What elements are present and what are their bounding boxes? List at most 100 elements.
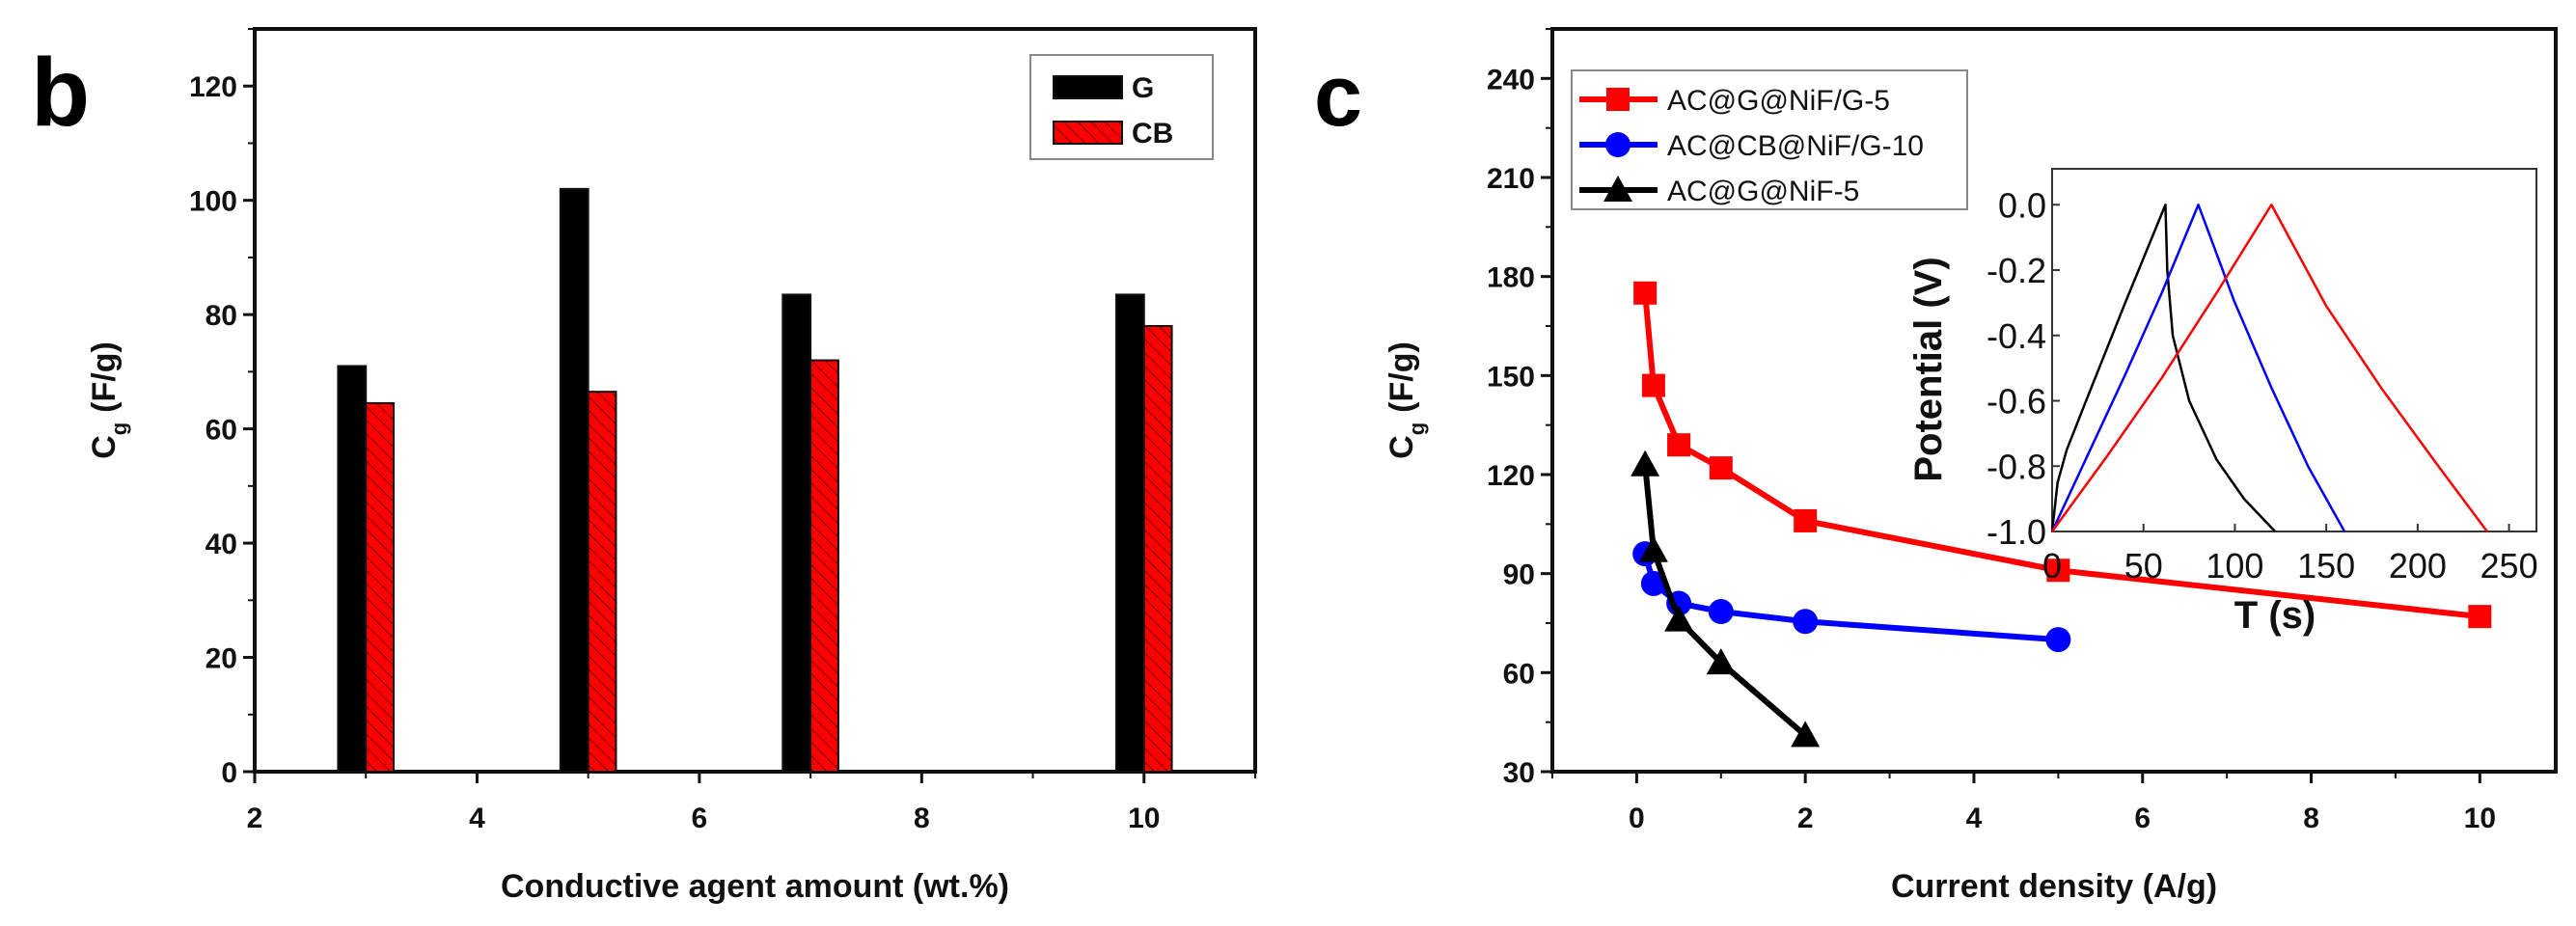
marker-square xyxy=(2468,605,2492,629)
legend-label: G xyxy=(1132,72,1154,104)
y-tick-label: 210 xyxy=(1487,163,1535,195)
marker-circle xyxy=(1708,599,1734,625)
inset-x-tick-label: 250 xyxy=(2480,546,2538,586)
legend-swatch-cb xyxy=(1053,121,1123,145)
legend-label: CB xyxy=(1132,118,1173,150)
bar-cb xyxy=(809,359,839,773)
y-tick-label: 120 xyxy=(1487,460,1535,492)
inset-frame xyxy=(2051,168,2537,532)
legend-label: AC@CB@NiF/G-10 xyxy=(1667,130,1924,162)
y-axis-label-main: C xyxy=(86,435,123,459)
y-axis-label: Cg (F/g) xyxy=(1384,341,1429,459)
inset-y-tick-label: -0.6 xyxy=(1987,382,2046,422)
plot-frame xyxy=(1550,27,2558,774)
x-tick-label: 4 xyxy=(469,803,485,834)
y-tick-label: 60 xyxy=(1503,658,1535,690)
panel-label-b: b xyxy=(31,39,90,147)
y-tick-label: 120 xyxy=(189,71,237,103)
x-tick-label: 8 xyxy=(2303,803,2319,834)
x-tick-label: 8 xyxy=(914,803,930,834)
x-tick-label: 6 xyxy=(692,803,708,834)
y-axis-label-main: C xyxy=(1384,435,1420,459)
inset-curve xyxy=(2050,204,2346,532)
y-tick-label: 0 xyxy=(221,757,237,789)
line-chart-c: 0 2 4 6 8 10 30 60 90 120 150 180 210 240 Current dens… xyxy=(1384,27,2558,905)
x-tick-label: 10 xyxy=(2464,803,2496,834)
inset-x-tick-label: 200 xyxy=(2389,546,2447,586)
x-tick-label: 2 xyxy=(1797,803,1814,834)
y-axis-label: Cg (F/g) xyxy=(86,341,131,459)
y-tick-label: 80 xyxy=(206,300,237,332)
y-tick-label: 100 xyxy=(189,186,237,218)
plot-frame xyxy=(253,27,1257,774)
y-tick-label: 150 xyxy=(1487,361,1535,393)
inset-y-tick-label: -0.8 xyxy=(1987,447,2046,486)
marker-circle xyxy=(1640,570,1666,596)
marker-triangle xyxy=(1638,535,1668,562)
marker-triangle xyxy=(1631,449,1660,477)
marker-square xyxy=(1641,373,1665,397)
x-tick-label: 4 xyxy=(1966,803,1983,834)
inset-x-tick-label: 0 xyxy=(2042,546,2062,586)
inset-chart-charge-discharge: 0 50 100 150 200 250 0.0 -0.2 -0.4 -0.6 -0.8 -1.0 T … xyxy=(1907,168,2538,637)
inset-y-axis-label: Potential (V) xyxy=(1907,257,1950,481)
y-axis-label-unit: (F/g) xyxy=(86,341,123,413)
y-tick-label: 180 xyxy=(1487,262,1535,294)
marker-square xyxy=(1709,456,1733,480)
marker-square xyxy=(1794,508,1818,532)
bar-cb xyxy=(1142,325,1173,773)
inset-y-tick-label: -1.0 xyxy=(1987,512,2046,552)
legend: G CB xyxy=(1029,54,1214,160)
marker-triangle xyxy=(1706,648,1736,675)
y-tick-label: 20 xyxy=(206,643,237,675)
x-tick-label: 0 xyxy=(1629,803,1645,834)
inset-x-tick-label: 50 xyxy=(2124,546,2163,586)
inset-x-axis-label: T (s) xyxy=(2234,594,2316,637)
legend-box xyxy=(1571,69,1968,210)
bar-cb xyxy=(365,401,396,773)
legend-swatch-g xyxy=(1053,75,1123,99)
y-tick-label: 30 xyxy=(1503,757,1535,789)
legend-label: AC@G@NiF-5 xyxy=(1667,176,1859,207)
marker-square xyxy=(1606,88,1630,111)
inset-x-tick-label: 100 xyxy=(2206,546,2263,586)
y-tick-label: 90 xyxy=(1503,559,1535,591)
inset-y-tick-label: -0.4 xyxy=(1987,316,2046,356)
inset-x-tick-label: 150 xyxy=(2297,546,2355,586)
y-tick-label: 40 xyxy=(206,529,237,560)
marker-triangle xyxy=(1664,605,1694,632)
panel-label-c: c xyxy=(1314,48,1362,145)
marker-circle xyxy=(2045,627,2071,653)
legend: AC@G@NiF/G-5 AC@CB@NiF/G-10 AC@G@NiF-5 xyxy=(1571,69,1968,210)
marker-triangle xyxy=(1791,721,1821,748)
series-0 xyxy=(1633,281,2492,629)
legend-label: AC@G@NiF/G-5 xyxy=(1667,85,1890,117)
bar-g xyxy=(559,187,589,774)
inset-curve xyxy=(2050,204,2277,532)
inset-y-tick-label: -0.2 xyxy=(1987,251,2046,290)
inset-curve xyxy=(2050,204,2488,532)
bar-g xyxy=(781,293,812,773)
y-tick-label: 240 xyxy=(1487,64,1535,95)
bar-cb xyxy=(587,391,617,773)
x-tick-label: 10 xyxy=(1128,803,1160,834)
x-axis-label: Current density (A/g) xyxy=(1891,868,2217,905)
marker-circle xyxy=(1793,609,1819,635)
x-axis-label: Conductive agent amount (wt.%) xyxy=(501,868,1009,905)
y-axis-label-subscript: g xyxy=(107,422,131,435)
x-tick-label: 2 xyxy=(247,803,263,834)
y-tick-label: 60 xyxy=(206,415,237,447)
marker-square xyxy=(2046,558,2070,583)
inset-y-tick-label: 0.0 xyxy=(1998,185,2046,225)
bar-g xyxy=(337,365,368,773)
marker-triangle xyxy=(1603,176,1632,202)
series-line xyxy=(1642,553,2059,643)
series-2 xyxy=(1631,449,1821,748)
x-tick-label: 6 xyxy=(2134,803,2151,834)
y-axis-label-unit: (F/g) xyxy=(1384,341,1420,413)
marker-square xyxy=(1667,433,1691,457)
y-axis-label-subscript: g xyxy=(1405,422,1429,435)
marker-circle xyxy=(1605,132,1631,157)
